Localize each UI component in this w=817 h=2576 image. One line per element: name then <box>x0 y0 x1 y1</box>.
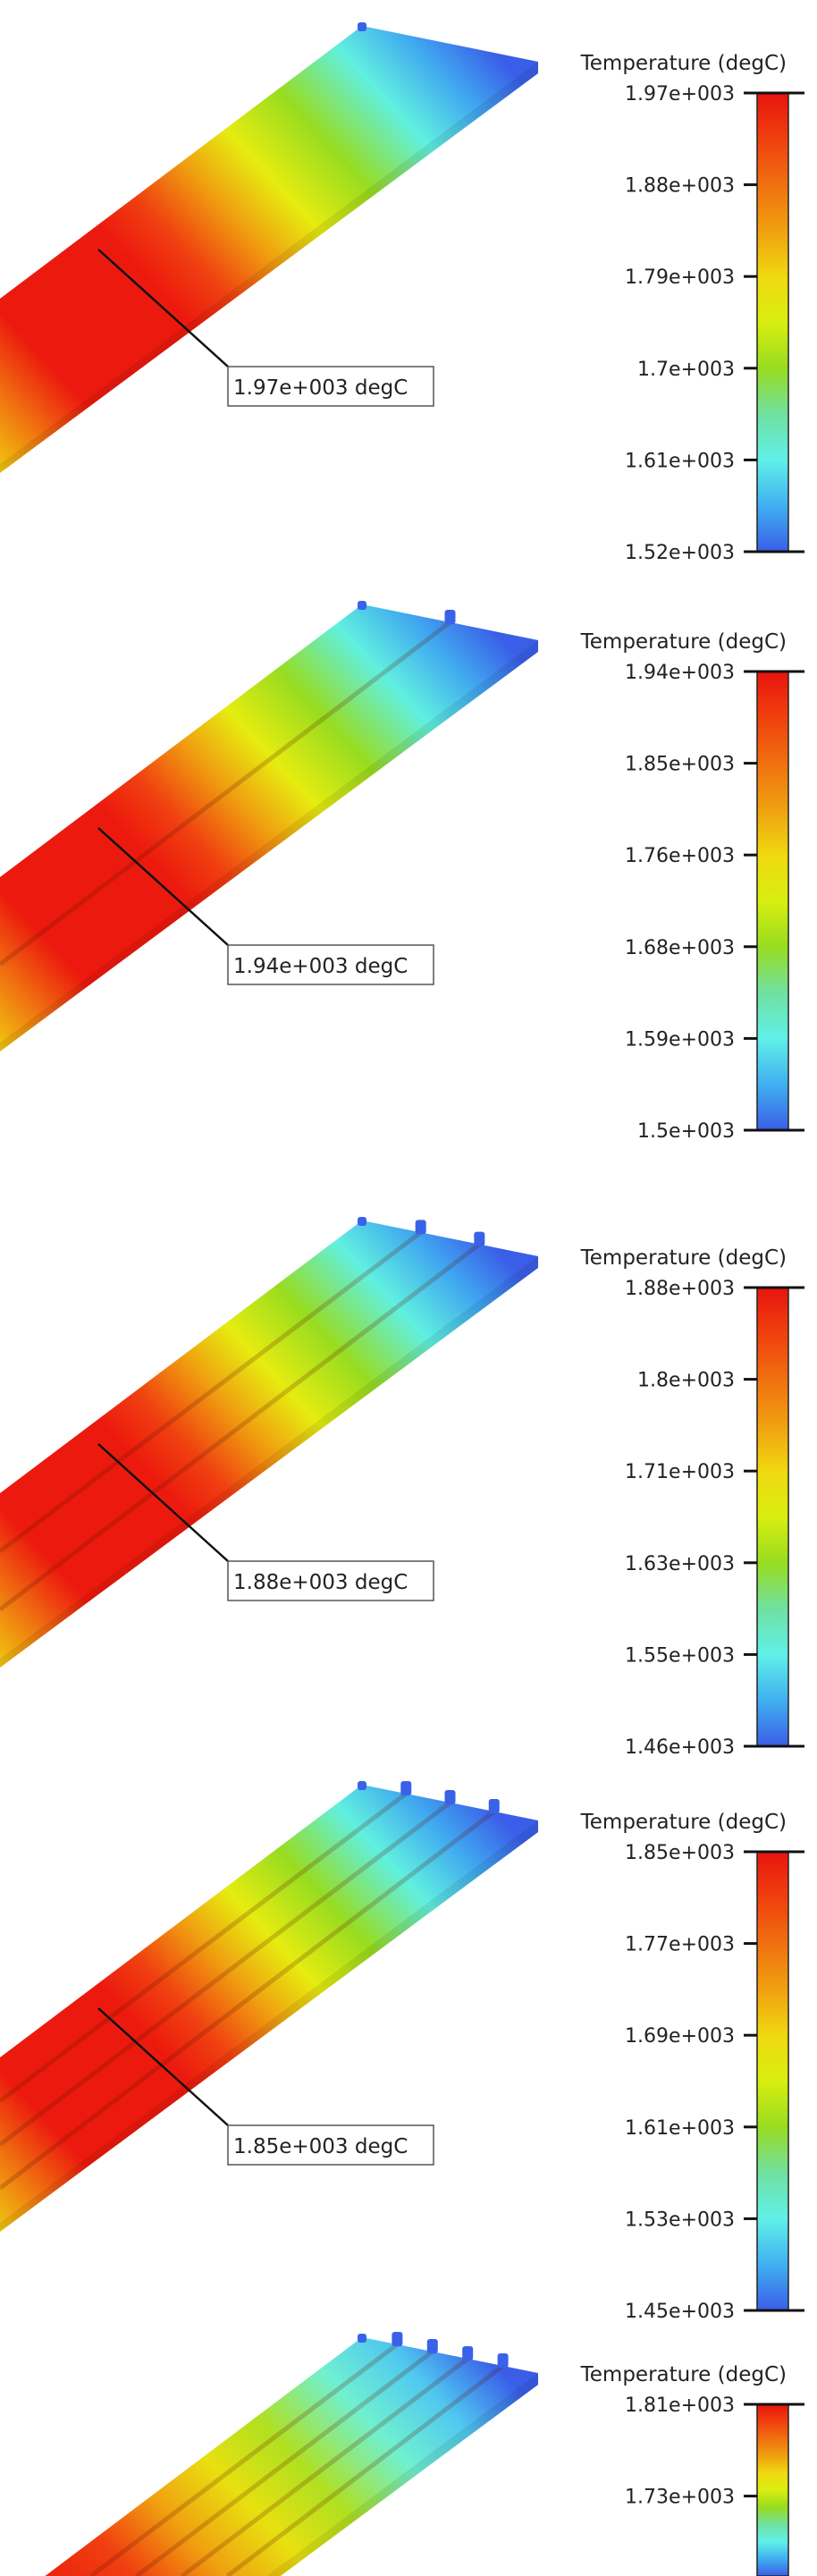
probe-label: 1.94e+003 degC <box>233 955 408 978</box>
colorbar-tick-label: 1.46e+003 <box>625 1736 735 1759</box>
result-panel-5: Temperature (degC) 1.81e+003 1.73e+003 <box>45 2332 804 2576</box>
colorbar-tick-label: 1.7e+003 <box>637 359 735 381</box>
colorbar-title: Temperature (degC) <box>580 2363 787 2386</box>
colorbar-title: Temperature (degC) <box>580 52 787 75</box>
colorbar-tick-label: 1.94e+003 <box>625 662 735 684</box>
ridge-top <box>474 1231 485 1246</box>
colorbar-tick-label: 1.85e+003 <box>625 754 735 776</box>
colorbar-tick-label: 1.69e+003 <box>625 2025 735 2048</box>
plate-ridge <box>0 621 452 967</box>
colorbar-tick-label: 1.61e+003 <box>625 2117 735 2140</box>
plate-ridge <box>0 1792 408 2103</box>
ridge-top <box>415 1220 426 1235</box>
probe-leader-line <box>97 2007 229 2126</box>
result-panel-4: Temperature (degC) 1.85e+003 1.77e+003 1.69… <box>0 1781 804 2323</box>
colorbar-tick-label: 1.53e+003 <box>625 2209 735 2231</box>
probe-leader-line <box>97 827 229 946</box>
colorbar-tick-label: 1.45e+003 <box>625 2301 735 2323</box>
plate-edge <box>358 22 366 31</box>
ridge-top <box>462 2346 474 2361</box>
plate-side-face <box>266 2373 538 2576</box>
colorbar-tick-label: 1.85e+003 <box>625 1842 735 1864</box>
colorbar-tick-label: 1.76e+003 <box>625 845 735 867</box>
plate-model <box>0 604 538 1052</box>
plate-ridge <box>89 2343 399 2576</box>
plate-model <box>0 26 538 473</box>
colorbar-tick-label: 1.77e+003 <box>625 1934 735 1956</box>
probe-leader-line <box>97 249 229 367</box>
colorbar-tick-label: 1.59e+003 <box>625 1028 735 1051</box>
plate-model <box>0 1785 538 2232</box>
result-panel-1: Temperature (degC) 1.97e+003 1.88e+003 1.79… <box>0 22 804 564</box>
plate-model <box>0 1220 538 1668</box>
colorbar <box>756 1851 789 2311</box>
plate-ridge <box>181 2357 469 2576</box>
ridge-top <box>497 2353 509 2368</box>
plate-ridge <box>0 1810 496 2191</box>
ridge-top <box>400 1781 412 1795</box>
colorbar-tick-label: 1.79e+003 <box>625 266 735 289</box>
ridge-top <box>444 1790 456 1804</box>
plate-ridge <box>135 2350 434 2576</box>
plate-edge <box>358 1217 366 1226</box>
colorbar-tick-label: 1.8e+003 <box>637 1370 735 1392</box>
plate-edge <box>358 601 366 610</box>
plate-ridge <box>225 2364 505 2576</box>
probe-label-box <box>227 2124 434 2166</box>
probe-label-box <box>227 366 434 407</box>
colorbar-tick-label: 1.55e+003 <box>625 1644 735 1667</box>
probe-label-box <box>227 1560 434 1601</box>
colorbar-tick-label: 1.63e+003 <box>625 1553 735 1575</box>
colorbar-tick-label: 1.97e+003 <box>625 83 735 106</box>
colorbar <box>756 92 789 553</box>
colorbar-title: Temperature (degC) <box>580 630 787 654</box>
colorbar-tick-label: 1.73e+003 <box>625 2487 735 2509</box>
colorbar-title: Temperature (degC) <box>580 1246 787 1270</box>
result-panel-2: Temperature (degC) 1.94e+003 1.85e+003 1.76… <box>0 601 804 1143</box>
probe-label: 1.85e+003 degC <box>233 2135 408 2158</box>
plate-ridge <box>0 1801 452 2147</box>
ridge-top <box>444 610 456 624</box>
plate-side-face <box>0 1820 538 2232</box>
probe-label: 1.88e+003 degC <box>233 1571 408 1594</box>
colorbar-title: Temperature (degC) <box>580 1811 787 1834</box>
colorbar-tick-label: 1.52e+003 <box>625 542 735 564</box>
plate-model <box>45 2337 539 2576</box>
result-panel-3: Temperature (degC) 1.88e+003 1.8e+003 1.71e… <box>0 1217 804 1759</box>
plate-ridge <box>0 1242 481 1611</box>
colorbar <box>756 671 789 1131</box>
ridge-top <box>426 2339 438 2353</box>
probe-leader-line <box>97 1443 229 1562</box>
plate-side-face <box>0 1256 538 1668</box>
colorbar-tick-label: 1.71e+003 <box>625 1461 735 1483</box>
colorbar <box>756 1287 789 1747</box>
plate-side-face <box>0 640 538 1052</box>
probe-label: 1.97e+003 degC <box>233 376 408 400</box>
plate-side-face <box>0 62 538 473</box>
colorbar-tick-label: 1.88e+003 <box>625 1278 735 1300</box>
ridge-top <box>488 1799 500 1813</box>
colorbar <box>756 2403 789 2576</box>
plate-edge <box>358 2334 366 2343</box>
colorbar-tick-label: 1.68e+003 <box>625 937 735 959</box>
colorbar-tick-label: 1.81e+003 <box>625 2394 735 2417</box>
colorbar-tick-label: 1.5e+003 <box>637 1120 735 1143</box>
plate-edge <box>358 1781 366 1790</box>
ridge-top <box>392 2332 403 2346</box>
colorbar-tick-label: 1.61e+003 <box>625 450 735 472</box>
probe-label-box <box>227 944 434 985</box>
plate-ridge <box>0 1230 423 1553</box>
colorbar-tick-label: 1.88e+003 <box>625 175 735 198</box>
